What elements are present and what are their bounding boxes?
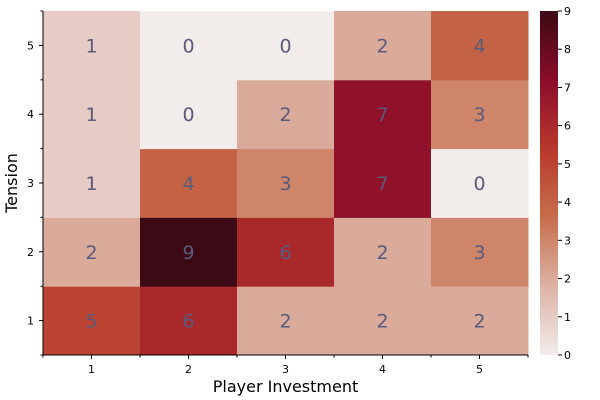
- cell-value-label: 0: [279, 35, 291, 57]
- heatmap-cell: [334, 217, 432, 287]
- x-tick-label: 4: [379, 363, 386, 376]
- heatmap-cell: [140, 286, 238, 356]
- x-tick-label: 1: [88, 363, 95, 376]
- cell-value-label: 0: [473, 173, 485, 195]
- colorbar-tick-label: 8: [564, 43, 571, 56]
- cell-value-label: 5: [85, 311, 97, 333]
- y-tick-label: 4: [27, 108, 34, 121]
- cell-value-label: 2: [279, 311, 291, 333]
- cell-value-label: 7: [376, 173, 388, 195]
- y-tick-label: 1: [27, 315, 34, 328]
- heatmap-cell: [334, 79, 432, 150]
- y-tick-label: 3: [27, 177, 34, 190]
- colorbar-tick-label: 4: [564, 196, 571, 209]
- cell-value-label: 7: [376, 104, 388, 126]
- colorbar-tick-label: 6: [564, 120, 571, 133]
- cell-value-label: 2: [376, 311, 388, 333]
- y-tick-label: 2: [27, 246, 34, 259]
- cell-value-label: 6: [182, 311, 194, 333]
- heatmap-cell-labels: 5 6 2 2 2 2 9 6 2 3 1 4 3 7 0 1 0 2 7 3 1 0 0 2 4: [85, 35, 485, 332]
- heatmap-cell: [140, 11, 238, 81]
- colorbar-tick-label: 3: [564, 234, 571, 247]
- colorbar-gradient: [540, 11, 558, 355]
- heatmap-cell: [431, 11, 529, 81]
- cell-value-label: 4: [473, 35, 485, 57]
- cell-value-label: 3: [473, 104, 485, 126]
- heatmap-cell: [140, 148, 238, 218]
- heatmap-cell: [237, 217, 335, 287]
- y-tick-label: 5: [27, 39, 34, 52]
- x-tick-label: 3: [282, 363, 289, 376]
- x-tick-label: 5: [476, 363, 483, 376]
- heatmap-cell: [431, 217, 529, 287]
- heatmap-cell: [43, 217, 141, 287]
- cell-value-label: 1: [85, 104, 97, 126]
- heatmap-cell: [43, 11, 141, 81]
- heatmap-cell: [334, 11, 432, 81]
- colorbar: 0 1 2 3 4 5 6 7 8 9: [540, 5, 571, 362]
- heatmap-cell: [431, 148, 529, 218]
- cell-value-label: 1: [85, 35, 97, 57]
- y-axis-ticks: 1 2 3 4 5: [27, 10, 43, 356]
- cell-value-label: 2: [376, 242, 388, 264]
- heatmap-cell: [334, 286, 432, 356]
- cell-value-label: 4: [182, 173, 194, 195]
- heatmap-cells: [43, 11, 529, 356]
- heatmap-cell: [43, 79, 141, 150]
- heatmap-cell: [431, 79, 529, 150]
- cell-value-label: 0: [182, 104, 194, 126]
- heatmap-cell: [140, 79, 238, 150]
- x-axis-ticks: 1 2 3 4 5: [42, 355, 529, 376]
- heatmap-cell: [237, 11, 335, 81]
- heatmap-cell: [43, 286, 141, 356]
- heatmap-cell: [43, 148, 141, 218]
- colorbar-tick-label: 9: [564, 5, 571, 18]
- cell-value-label: 3: [279, 173, 291, 195]
- colorbar-tick-label: 1: [564, 311, 571, 324]
- colorbar-tick-label: 5: [564, 158, 571, 171]
- cell-value-label: 2: [376, 35, 388, 57]
- heatmap-cell: [140, 217, 238, 287]
- y-axis-title: Tension: [2, 153, 21, 214]
- x-tick-label: 2: [185, 363, 192, 376]
- heatmap-cell: [237, 286, 335, 356]
- cell-value-label: 2: [85, 242, 97, 264]
- cell-value-label: 6: [279, 242, 291, 264]
- heatmap-cell: [431, 286, 529, 356]
- cell-value-label: 3: [473, 242, 485, 264]
- x-axis-title: Player Investment: [213, 377, 359, 396]
- heatmap-cell: [237, 79, 335, 150]
- cell-value-label: 9: [182, 242, 194, 264]
- cell-value-label: 1: [85, 173, 97, 195]
- colorbar-tick-label: 0: [564, 349, 571, 362]
- colorbar-tick-label: 7: [564, 81, 571, 94]
- colorbar-tick-label: 2: [564, 273, 571, 286]
- cell-value-label: 2: [473, 311, 485, 333]
- colorbar-ticks: 0 1 2 3 4 5 6 7 8 9: [558, 5, 571, 362]
- cell-value-label: 2: [279, 104, 291, 126]
- heatmap-cell: [237, 148, 335, 218]
- heatmap-cell: [334, 148, 432, 218]
- cell-value-label: 0: [182, 35, 194, 57]
